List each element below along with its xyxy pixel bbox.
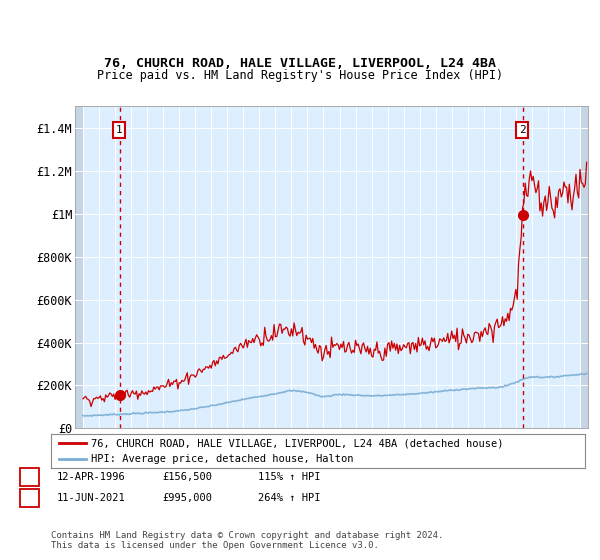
Text: £156,500: £156,500 [162, 472, 212, 482]
Text: HPI: Average price, detached house, Halton: HPI: Average price, detached house, Halt… [91, 454, 353, 464]
Text: 12-APR-1996: 12-APR-1996 [57, 472, 126, 482]
Text: 2: 2 [26, 493, 32, 503]
Text: £995,000: £995,000 [162, 493, 212, 503]
Text: 2: 2 [519, 125, 526, 135]
Text: 11-JUN-2021: 11-JUN-2021 [57, 493, 126, 503]
Text: Contains HM Land Registry data © Crown copyright and database right 2024.
This d: Contains HM Land Registry data © Crown c… [51, 531, 443, 550]
Text: 76, CHURCH ROAD, HALE VILLAGE, LIVERPOOL, L24 4BA: 76, CHURCH ROAD, HALE VILLAGE, LIVERPOOL… [104, 57, 496, 71]
Text: 115% ↑ HPI: 115% ↑ HPI [258, 472, 320, 482]
Bar [580, 106, 588, 428]
Text: 264% ↑ HPI: 264% ↑ HPI [258, 493, 320, 503]
Text: 1: 1 [26, 472, 32, 482]
Text: Price paid vs. HM Land Registry's House Price Index (HPI): Price paid vs. HM Land Registry's House … [97, 68, 503, 82]
Text: 76, CHURCH ROAD, HALE VILLAGE, LIVERPOOL, L24 4BA (detached house): 76, CHURCH ROAD, HALE VILLAGE, LIVERPOOL… [91, 438, 503, 448]
Text: 1: 1 [115, 125, 122, 135]
Bar [75, 106, 83, 428]
